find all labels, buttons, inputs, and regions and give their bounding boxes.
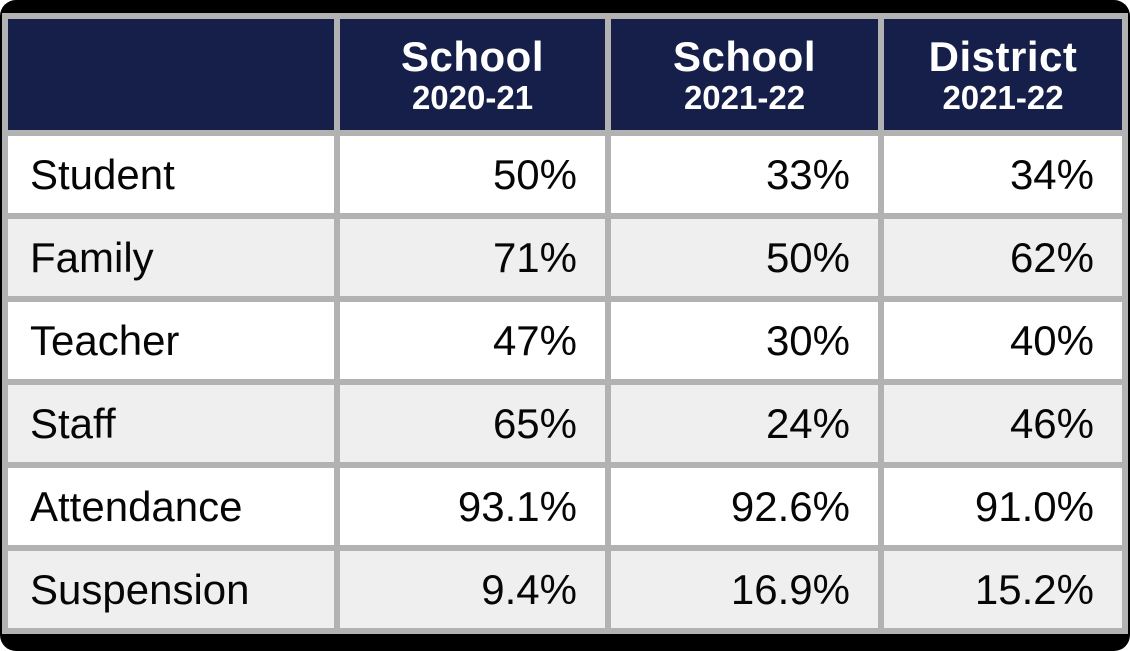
column-header-year: 2020-21 [411, 78, 534, 116]
column-header-title: School [672, 32, 816, 80]
cell-value: 62% [884, 219, 1122, 296]
cell-value: 15.2% [884, 551, 1122, 628]
cell-value: 65% [340, 385, 605, 462]
cell-value: 71% [340, 219, 605, 296]
corner-header-cell [8, 19, 334, 130]
column-header-district-2021-22: District 2021-22 [884, 19, 1122, 130]
column-header-year: 2021-22 [683, 78, 806, 116]
table-row-staff: Staff 65% 24% 46% [8, 385, 1122, 462]
row-label: Teacher [8, 302, 334, 379]
cell-value: 92.6% [611, 468, 878, 545]
table-row-attendance: Attendance 93.1% 92.6% 91.0% [8, 468, 1122, 545]
table-row-family: Family 71% 50% 62% [8, 219, 1122, 296]
cell-value: 34% [884, 136, 1122, 213]
column-header-title: School [400, 32, 544, 80]
cell-value: 50% [340, 136, 605, 213]
cell-value: 46% [884, 385, 1122, 462]
table-header-row: School 2020-21 School 2021-22 District 2… [8, 19, 1122, 130]
cell-value: 93.1% [340, 468, 605, 545]
row-label: Suspension [8, 551, 334, 628]
column-header-school-2021-22: School 2021-22 [611, 19, 878, 130]
row-label: Family [8, 219, 334, 296]
cell-value: 9.4% [340, 551, 605, 628]
row-label: Student [8, 136, 334, 213]
cell-value: 33% [611, 136, 878, 213]
cell-value: 50% [611, 219, 878, 296]
row-label: Staff [8, 385, 334, 462]
column-header-year: 2021-22 [942, 78, 1064, 116]
column-header-title: District [928, 32, 1078, 80]
cell-value: 30% [611, 302, 878, 379]
table-row-teacher: Teacher 47% 30% 40% [8, 302, 1122, 379]
school-climate-metrics-table: School 2020-21 School 2021-22 District 2… [2, 13, 1128, 634]
cell-value: 47% [340, 302, 605, 379]
cell-value: 16.9% [611, 551, 878, 628]
cell-value: 40% [884, 302, 1122, 379]
table-row-suspension: Suspension 9.4% 16.9% 15.2% [8, 551, 1122, 628]
cell-value: 24% [611, 385, 878, 462]
table-row-student: Student 50% 33% 34% [8, 136, 1122, 213]
row-label: Attendance [8, 468, 334, 545]
cell-value: 91.0% [884, 468, 1122, 545]
column-header-school-2020-21: School 2020-21 [340, 19, 605, 130]
